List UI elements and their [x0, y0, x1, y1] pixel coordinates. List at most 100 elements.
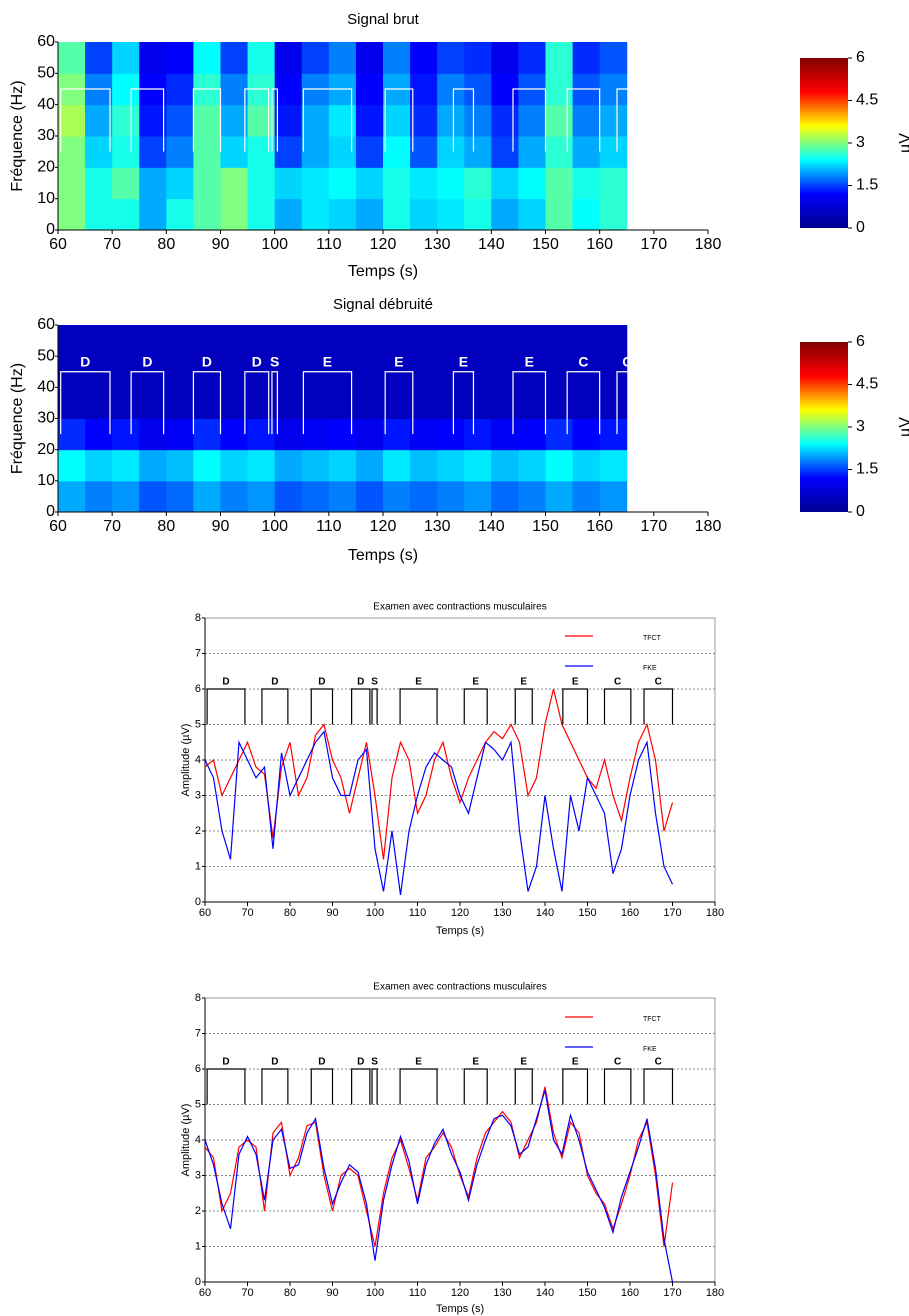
heatmap-cell [599, 198, 628, 231]
heatmap-cell [328, 480, 357, 513]
chart-title: Examen avec contractions musculaires [373, 982, 546, 993]
heatmap-cell [274, 73, 303, 106]
heatmap-cell [58, 42, 86, 74]
heatmap-cell [437, 418, 465, 451]
heatmap-cell [491, 449, 519, 482]
colorbar [800, 58, 848, 228]
heatmap-cell [518, 167, 546, 200]
heatmap-cell [518, 387, 546, 419]
x-tick-label: 120 [451, 907, 469, 919]
x-tick-label: 150 [532, 518, 559, 535]
x-tick-label: 100 [261, 518, 288, 535]
y-tick-label: 50 [37, 65, 55, 82]
y-tick-label: 60 [37, 33, 55, 50]
heatmap-cell [85, 387, 113, 419]
heatmap-cell [247, 480, 276, 513]
heatmap-cell [274, 418, 303, 451]
heatmap-cell [518, 449, 546, 482]
heatmap-cell [166, 73, 194, 106]
heatmap-cell [193, 480, 221, 513]
heatmap-cell [355, 418, 384, 451]
heatmap-cell [112, 167, 140, 200]
heatmap-cell [58, 104, 86, 137]
y-tick-label: 4 [195, 1134, 201, 1146]
heatmap-cell [383, 325, 411, 357]
heatmap-cell [193, 387, 221, 419]
y-tick-label: 0 [195, 1276, 201, 1288]
x-tick-label: 90 [212, 518, 230, 535]
x-tick-label: 90 [212, 236, 230, 253]
x-tick-label: 160 [621, 907, 639, 919]
x-tick-label: 130 [424, 236, 451, 253]
y-tick-label: 40 [37, 379, 55, 396]
segment-label: E [572, 677, 579, 688]
y-tick-label: 0 [46, 503, 55, 520]
segment-box [60, 88, 111, 152]
heatmap-cell [464, 449, 492, 482]
y-tick-label: 20 [37, 441, 55, 458]
heatmap-cell [220, 449, 249, 482]
heatmap-cell [112, 136, 140, 168]
heatmap-cell [437, 136, 465, 168]
heatmap-cell [139, 449, 167, 482]
heatmap-cell [274, 42, 303, 74]
segment-label: E [520, 677, 527, 688]
colorbar-label: µV [897, 417, 909, 437]
heatmap-cell [464, 136, 492, 168]
y-tick-label: 6 [195, 1063, 201, 1075]
heatmap-cell [410, 73, 438, 106]
heatmap-cell [599, 387, 628, 419]
heatmap-cell [518, 104, 546, 137]
heatmap-cell [491, 480, 519, 513]
segment-box [399, 688, 438, 725]
colorbar-tick-label: 6 [856, 49, 865, 66]
segment-box [351, 1068, 371, 1105]
legend-label: TFCT [643, 635, 662, 642]
heatmap-cell [383, 167, 411, 200]
segment-label: C [622, 353, 632, 369]
y-tick-label: 3 [195, 1169, 201, 1181]
segment-label: C [614, 677, 621, 688]
x-tick-label: 70 [241, 1287, 253, 1299]
heatmap-cell [220, 104, 249, 137]
x-tick-label: 170 [663, 1287, 681, 1299]
y-tick-label: 8 [195, 612, 201, 624]
heatmap-cell [166, 387, 194, 419]
y-tick-label: 30 [37, 127, 55, 144]
heatmap-cell [85, 325, 113, 357]
segment-label: D [318, 677, 325, 688]
heatmap-cell [491, 418, 519, 451]
heatmap-cell [464, 418, 492, 451]
heatmap-cell [85, 418, 113, 451]
y-tick-label: 7 [195, 1027, 201, 1039]
heatmap-cell [193, 42, 221, 74]
x-tick-label: 110 [316, 236, 342, 253]
heatmap-cell [355, 167, 384, 200]
x-tick-label: 120 [370, 236, 397, 253]
segment-box [130, 371, 165, 435]
heatmap-cell [220, 198, 249, 231]
heatmap-cell [220, 325, 249, 357]
heatmap-cell [274, 480, 303, 513]
heatmap-cell [112, 480, 140, 513]
x-tick-label: 100 [366, 1287, 384, 1299]
segment-box [244, 371, 270, 435]
heatmap-cell [220, 387, 249, 419]
heatmap-cell [274, 136, 303, 168]
heatmap-cell [410, 325, 438, 357]
x-tick-label: 150 [578, 1287, 596, 1299]
y-tick-label: 5 [195, 718, 201, 730]
heatmap-cell [166, 198, 194, 231]
x-tick-label: 130 [493, 1287, 511, 1299]
heatmap-cell [247, 136, 276, 168]
x-tick-label: 90 [326, 907, 338, 919]
legend-label: TFCT [643, 1016, 662, 1023]
heatmap-cell [355, 387, 384, 419]
heatmap-cell [410, 42, 438, 74]
segment-box [603, 688, 632, 725]
segment-label: S [270, 353, 279, 369]
y-tick-label: 20 [37, 159, 55, 176]
segment-box [192, 371, 222, 435]
